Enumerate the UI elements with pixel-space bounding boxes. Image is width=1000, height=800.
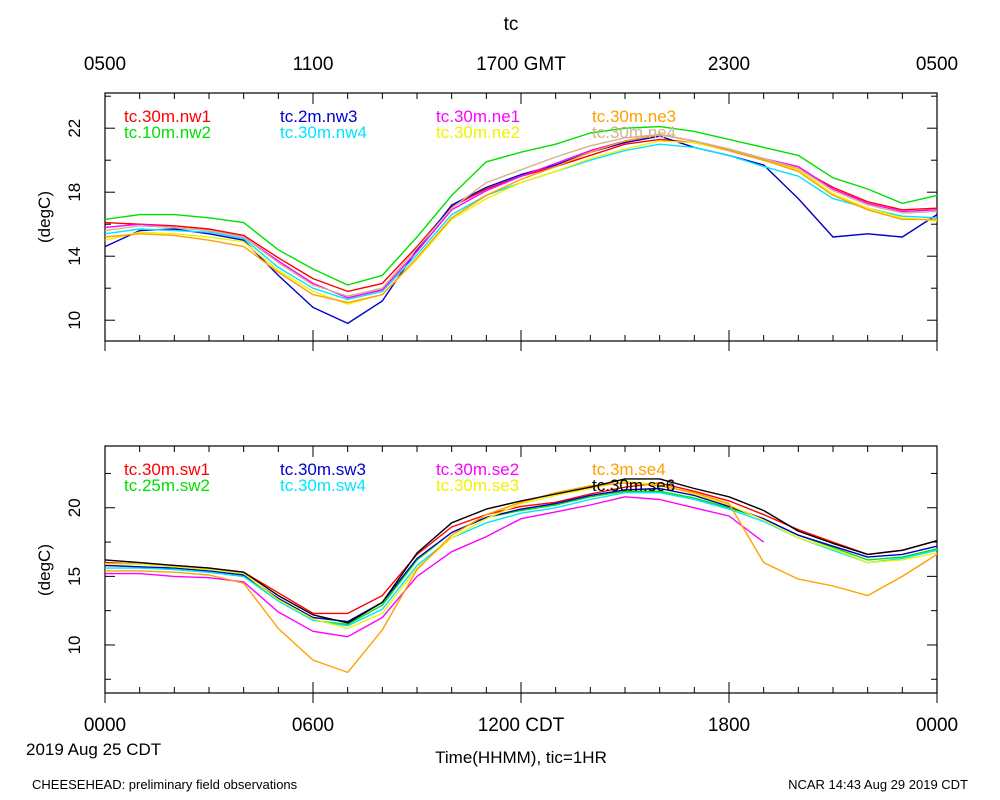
panel-bottom-ylabel: (degC) xyxy=(35,544,54,596)
legend-label: tc.25m.sw2 xyxy=(124,476,210,495)
legend-label: tc.10m.nw2 xyxy=(124,123,211,142)
series-line-tc.30m.nw1 xyxy=(104,138,938,293)
y-tick-label: 14 xyxy=(65,247,84,266)
x-axis-title: Time(HHMM), tic=1HR xyxy=(435,748,607,767)
panel-top-ytick-labels: 10 14 18 22 xyxy=(65,119,84,330)
top-axis-label-1: 1100 xyxy=(293,54,334,75)
bottom-axis-label-1: 0600 xyxy=(292,715,334,736)
series-line-tc.30m.ne1 xyxy=(104,133,938,299)
bottom-axis-label-0: 0000 xyxy=(84,715,126,736)
y-tick-label: 18 xyxy=(65,183,84,202)
legend-label: tc.30m.nw1 xyxy=(124,107,211,126)
top-axis-label-3: 2300 xyxy=(708,54,750,75)
y-tick-label: 10 xyxy=(65,311,84,330)
panel-bottom-series xyxy=(104,478,938,674)
y-tick-label: 20 xyxy=(65,498,84,517)
series-line-tc.2m.nw3 xyxy=(104,135,938,325)
y-tick-label: 15 xyxy=(65,567,84,586)
series-line-tc.3m.se4 xyxy=(105,482,938,674)
panel-top-series xyxy=(104,125,938,325)
figure-title: tc xyxy=(504,14,519,35)
panel-bottom-frame xyxy=(104,445,938,694)
series-line-tc.30m.se2 xyxy=(105,496,765,638)
series-line-tc.30m.se3 xyxy=(105,481,938,630)
legend-label: tc.30m.sw3 xyxy=(280,460,366,479)
legend-label: tc.30m.sw4 xyxy=(280,476,366,495)
footer-right: NCAR 14:43 Aug 29 2019 CDT xyxy=(788,777,968,792)
series-line-tc.30m.sw4 xyxy=(105,492,938,627)
legend-label: tc.30m.se3 xyxy=(436,476,519,495)
bottom-axis-label-4: 0000 xyxy=(916,715,958,736)
panel-top-frame xyxy=(104,92,938,342)
date-label: 2019 Aug 25 CDT xyxy=(26,740,161,759)
series-line-tc.25m.sw2 xyxy=(104,490,938,626)
legend-label: tc.30m.nw4 xyxy=(280,123,367,142)
legend-label: tc.30m.se6 xyxy=(592,476,675,495)
series-line-tc.30m.se6 xyxy=(104,478,938,624)
legend-label: tc.30m.se2 xyxy=(436,460,519,479)
series-line-tc.30m.ne2 xyxy=(104,140,938,305)
panel-top-ticks xyxy=(104,93,938,351)
top-axis-label-0: 0500 xyxy=(84,54,126,75)
legend-label: tc.3m.se4 xyxy=(592,460,666,479)
y-tick-label: 22 xyxy=(65,119,84,138)
bottom-axis-label-2: 1200 CDT xyxy=(478,715,565,736)
series-line-tc.30m.sw3 xyxy=(104,487,938,623)
series-line-tc.10m.nw2 xyxy=(104,125,938,286)
legend-label: tc.30m.ne2 xyxy=(436,123,520,142)
panel-bottom-ytick-labels: 10 15 20 xyxy=(65,498,84,654)
bottom-axis-label-3: 1800 xyxy=(708,715,750,736)
legend-label: tc.30m.ne4 xyxy=(592,123,676,142)
series-line-tc.30m.ne3 xyxy=(104,133,937,304)
y-tick-label: 10 xyxy=(65,636,84,655)
top-axis-label-2: 1700 GMT xyxy=(476,54,566,75)
footer-left: CHEESEHEAD: preliminary field observatio… xyxy=(32,777,298,792)
series-line-tc.30m.ne4 xyxy=(104,133,938,297)
legend-label: tc.2m.nw3 xyxy=(280,107,357,126)
legend-label: tc.30m.sw1 xyxy=(124,460,210,479)
top-axis-label-4: 0500 xyxy=(916,54,958,75)
legend-label: tc.30m.ne3 xyxy=(592,107,676,126)
series-line-tc.30m.nw4 xyxy=(104,143,938,301)
legend-label: tc.30m.ne1 xyxy=(436,107,520,126)
panel-top-ylabel: (degC) xyxy=(35,191,54,243)
